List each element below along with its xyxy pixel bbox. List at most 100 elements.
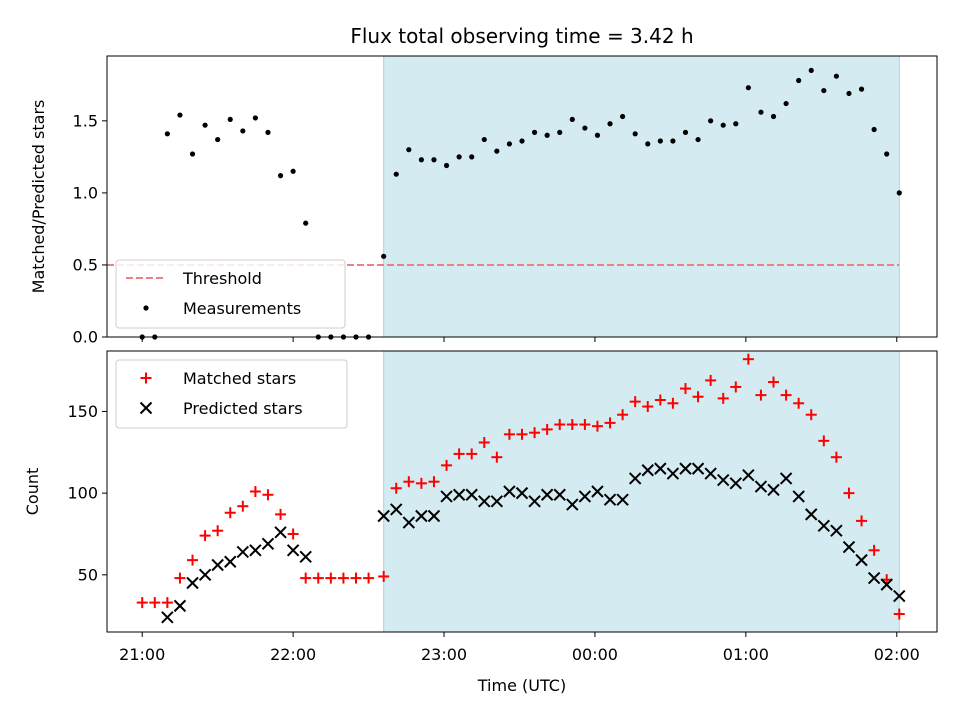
matched-stars-point bbox=[868, 544, 880, 556]
measurements-point bbox=[745, 85, 751, 91]
predicted-stars-point bbox=[490, 495, 504, 508]
matched-stars-point bbox=[275, 508, 287, 520]
measurements-point bbox=[431, 157, 437, 163]
predicted-stars-point bbox=[377, 509, 390, 523]
y-tick-label: 1.5 bbox=[73, 111, 98, 130]
predicted-stars-point bbox=[186, 576, 199, 590]
matched-stars-point bbox=[541, 423, 553, 435]
predicted-stars-point bbox=[767, 483, 780, 497]
predicted-stars-point bbox=[691, 462, 705, 475]
measurements-point bbox=[519, 138, 525, 144]
predicted-stars-point bbox=[261, 537, 275, 550]
predicted-stars-point bbox=[528, 495, 541, 508]
predicted-stars-point bbox=[402, 516, 416, 529]
matched-stars-point bbox=[717, 392, 729, 404]
predicted-stars-point bbox=[566, 498, 579, 511]
measurements-point bbox=[418, 157, 424, 163]
y-tick-label: 100 bbox=[67, 484, 98, 503]
predicted-stars-point bbox=[515, 486, 529, 500]
count-panel-y-ticks: 50 100 150 bbox=[67, 402, 107, 584]
ratio-panel-y-ticks: 0.0 0.5 1.0 1.5 bbox=[73, 111, 107, 347]
legend-box bbox=[115, 359, 348, 429]
measurements-point bbox=[406, 147, 412, 153]
predicted-stars-point bbox=[641, 464, 654, 477]
y-tick-label: 0.0 bbox=[73, 328, 98, 347]
measurements-point bbox=[846, 90, 852, 97]
predicted-stars-point bbox=[717, 473, 730, 487]
y-tick-label: 1.0 bbox=[73, 183, 98, 202]
measurements-point bbox=[240, 128, 246, 134]
predicted-stars-point bbox=[855, 553, 868, 567]
measurements-point bbox=[469, 154, 475, 160]
measurements-point bbox=[531, 129, 538, 135]
matched-stars-point bbox=[453, 448, 465, 460]
predicted-stars-point bbox=[440, 490, 453, 503]
matched-stars-point bbox=[805, 409, 817, 421]
predicted-stars-point bbox=[274, 526, 287, 539]
predicted-stars-point bbox=[805, 508, 818, 521]
predicted-stars-point bbox=[390, 503, 403, 516]
measurements-point bbox=[456, 154, 462, 160]
legend-label: Matched stars bbox=[183, 369, 296, 388]
ratio-panel-shading bbox=[383, 55, 900, 338]
ratio-panel-x-ticks bbox=[141, 337, 898, 342]
measurements-point bbox=[808, 67, 814, 74]
predicted-stars-point bbox=[679, 462, 692, 475]
predicted-stars-point bbox=[792, 490, 805, 503]
count-panel-marks bbox=[136, 353, 906, 624]
predicted-stars-point bbox=[503, 485, 516, 498]
measurements-point bbox=[758, 109, 764, 115]
matched-stars-point bbox=[617, 409, 629, 421]
matched-stars-point bbox=[793, 397, 805, 409]
legend-label: Predicted stars bbox=[183, 399, 303, 418]
matched-stars-point bbox=[363, 572, 375, 584]
legend-label: Measurements bbox=[183, 299, 301, 318]
predicted-stars-point bbox=[415, 509, 428, 523]
legend-box bbox=[115, 259, 346, 329]
x-tick-label: 22:00 bbox=[270, 645, 316, 664]
matched-stars-point bbox=[249, 486, 261, 497]
legend-matched-stars-swatch bbox=[140, 372, 152, 384]
measurements-point bbox=[164, 131, 170, 137]
y-tick-label: 150 bbox=[67, 402, 98, 421]
ratio-panel: 0.0 0.5 1.0 1.5 Matched/Predicted stars Thr… bbox=[29, 55, 938, 347]
matched-stars-point bbox=[679, 383, 691, 395]
measurements-point bbox=[896, 190, 902, 196]
predicted-stars-point bbox=[666, 467, 680, 480]
x-axis-label: Time (UTC) bbox=[477, 676, 566, 695]
measurements-point bbox=[770, 113, 777, 120]
matched-stars-point bbox=[742, 353, 754, 365]
measurements-point bbox=[381, 253, 387, 259]
matched-stars-point bbox=[212, 525, 224, 537]
predicted-stars-point bbox=[286, 544, 300, 557]
measurements-point bbox=[858, 86, 865, 92]
matched-stars-point bbox=[529, 427, 541, 439]
matched-stars-point bbox=[224, 507, 236, 519]
matched-stars-point bbox=[378, 570, 390, 582]
matched-stars-point bbox=[591, 420, 603, 432]
matched-stars-point bbox=[428, 476, 440, 488]
predicted-stars-point bbox=[742, 468, 755, 482]
matched-stars-point bbox=[516, 428, 528, 440]
matched-stars-point bbox=[843, 487, 855, 499]
predicted-stars-point bbox=[754, 480, 768, 493]
matched-stars-point bbox=[730, 381, 742, 393]
predicted-stars-point bbox=[704, 467, 717, 480]
measurements-point bbox=[569, 116, 575, 123]
matched-stars-point bbox=[300, 572, 312, 584]
measurements-point bbox=[277, 173, 284, 179]
matched-stars-point bbox=[755, 389, 767, 401]
matched-stars-point bbox=[478, 436, 490, 448]
matched-stars-point bbox=[491, 451, 503, 463]
x-tick-label: 23:00 bbox=[421, 645, 467, 664]
matched-stars-point bbox=[818, 435, 830, 447]
matched-stars-point bbox=[415, 477, 427, 489]
matched-stars-point bbox=[830, 451, 842, 463]
predicted-stars-point bbox=[553, 488, 566, 501]
measurements-point bbox=[202, 122, 208, 128]
legend-measurements-swatch bbox=[143, 305, 149, 311]
legend-predicted-stars-swatch bbox=[139, 401, 153, 415]
measurements-point bbox=[544, 132, 550, 138]
matched-stars-point bbox=[654, 394, 666, 406]
predicted-stars-point bbox=[654, 462, 667, 475]
